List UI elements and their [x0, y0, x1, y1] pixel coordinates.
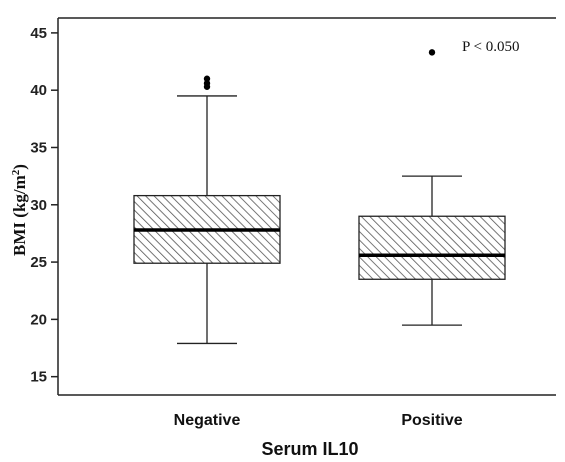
y-tick-label: 25 [30, 254, 47, 271]
outlier-point [203, 75, 211, 82]
outlier-point [203, 80, 211, 87]
y-axis-title: BMI (kg/m2) [10, 164, 29, 256]
y-tick-label: 45 [30, 25, 47, 42]
box-positive [358, 49, 506, 326]
y-tick-label: 20 [30, 311, 47, 328]
outlier-point [428, 49, 436, 56]
x-axis-title: Serum IL10 [261, 439, 358, 459]
y-tick-label: 40 [30, 82, 47, 99]
x-category-label: Positive [401, 412, 462, 429]
iqr-box [358, 215, 506, 280]
y-tick-label: 30 [30, 197, 47, 214]
box-negative [133, 75, 281, 345]
y-tick-label: 15 [30, 369, 47, 386]
x-category-label: Negative [174, 412, 241, 429]
y-tick-label: 35 [30, 139, 47, 156]
p-value-annotation: P < 0.050 [462, 39, 520, 55]
